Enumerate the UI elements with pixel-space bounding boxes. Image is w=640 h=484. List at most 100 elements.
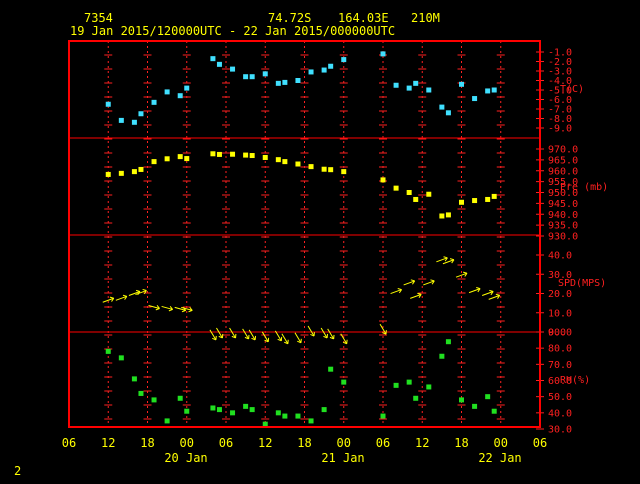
temperature-point	[446, 110, 451, 115]
x-tick-label: 00	[180, 436, 194, 450]
pressure-point	[106, 172, 111, 177]
x-tick-label: 18	[297, 436, 311, 450]
temperature-point	[407, 86, 412, 91]
wind-speed-panel-label: SPD(MPS)	[558, 278, 606, 289]
station-id: 7354	[84, 11, 113, 25]
pressure-point	[439, 213, 444, 218]
x-date-label: 22 Jan	[478, 451, 521, 465]
humidity-point	[407, 380, 412, 385]
pressure-y-tick-label: 935.0	[548, 221, 578, 232]
temperature-point	[165, 89, 170, 94]
pressure-point	[407, 190, 412, 195]
humidity-point	[472, 404, 477, 409]
humidity-point	[250, 407, 255, 412]
temperature-point	[439, 105, 444, 110]
temperature-point	[106, 102, 111, 107]
temperature-point	[250, 74, 255, 79]
temperature-panel-label: T(C)	[560, 84, 584, 95]
x-tick-label: 12	[415, 436, 429, 450]
humidity-point	[426, 384, 431, 389]
humidity-y-tick-label: 90.0	[548, 328, 572, 339]
humidity-point	[492, 409, 497, 414]
pressure-point	[138, 167, 143, 172]
humidity-point	[217, 407, 222, 412]
temperature-point	[230, 67, 235, 72]
pressure-point	[276, 157, 281, 162]
temperature-point	[492, 88, 497, 93]
pressure-point	[165, 156, 170, 161]
x-tick-label: 12	[101, 436, 115, 450]
temperature-point	[295, 78, 300, 83]
temperature-point	[132, 120, 137, 125]
pressure-point	[132, 169, 137, 174]
humidity-point	[413, 396, 418, 401]
humidity-y-tick-label: 30.0	[548, 425, 572, 436]
time-period: 19 Jan 2015/120000UTC - 22 Jan 2015/0000…	[70, 24, 395, 38]
temperature-point	[394, 83, 399, 88]
humidity-point	[394, 383, 399, 388]
humidity-point	[439, 354, 444, 359]
pressure-point	[341, 169, 346, 174]
pressure-point	[282, 159, 287, 164]
pressure-y-tick-label: 945.0	[548, 199, 578, 210]
temperature-point	[138, 111, 143, 116]
humidity-point	[485, 394, 490, 399]
temperature-point	[485, 88, 490, 93]
pressure-point	[413, 197, 418, 202]
x-tick-label: 06	[533, 436, 547, 450]
pressure-point	[152, 159, 157, 164]
temperature-point	[322, 68, 327, 73]
temperature-point	[276, 81, 281, 86]
humidity-point	[328, 367, 333, 372]
pressure-y-tick-label: 970.0	[548, 145, 578, 156]
pressure-y-tick-label: 965.0	[548, 155, 578, 166]
humidity-point	[381, 414, 386, 419]
pressure-point	[394, 186, 399, 191]
temperature-point	[328, 64, 333, 69]
pressure-point	[295, 162, 300, 167]
humidity-point	[243, 404, 248, 409]
pressure-point	[485, 197, 490, 202]
pressure-point	[459, 200, 464, 205]
humidity-point	[210, 405, 215, 410]
pressure-point	[263, 155, 268, 160]
pressure-point	[230, 152, 235, 157]
humidity-point	[138, 391, 143, 396]
x-tick-label: 18	[140, 436, 154, 450]
temperature-point	[459, 82, 464, 87]
x-date-label: 20 Jan	[164, 451, 207, 465]
humidity-y-tick-label: 70.0	[548, 360, 572, 371]
x-tick-label: 00	[494, 436, 508, 450]
humidity-point	[132, 376, 137, 381]
pressure-point	[243, 153, 248, 158]
humidity-point	[165, 418, 170, 423]
wind-speed-y-tick-label: 20.0	[548, 289, 572, 300]
humidity-point	[309, 418, 314, 423]
temperature-point	[381, 51, 386, 56]
temperature-point	[243, 74, 248, 79]
pressure-point	[472, 198, 477, 203]
temperature-point	[472, 96, 477, 101]
pressure-point	[178, 154, 183, 159]
temperature-point	[210, 56, 215, 61]
humidity-y-tick-label: 40.0	[548, 408, 572, 419]
humidity-point	[263, 422, 268, 427]
x-tick-label: 06	[62, 436, 76, 450]
temperature-point	[119, 118, 124, 123]
x-tick-label: 00	[337, 436, 351, 450]
temperature-y-tick-label: -9.0	[548, 124, 572, 135]
pressure-point	[322, 167, 327, 172]
pressure-point	[426, 192, 431, 197]
humidity-y-tick-label: 80.0	[548, 344, 572, 355]
humidity-point	[230, 410, 235, 415]
humidity-point	[184, 409, 189, 414]
x-tick-label: 18	[454, 436, 468, 450]
temperature-point	[178, 93, 183, 98]
temperature-point	[282, 80, 287, 85]
pressure-y-tick-label: 930.0	[548, 232, 578, 243]
x-tick-label: 06	[219, 436, 233, 450]
humidity-point	[295, 414, 300, 419]
humidity-point	[459, 397, 464, 402]
humidity-point	[446, 339, 451, 344]
x-tick-label: 12	[258, 436, 272, 450]
